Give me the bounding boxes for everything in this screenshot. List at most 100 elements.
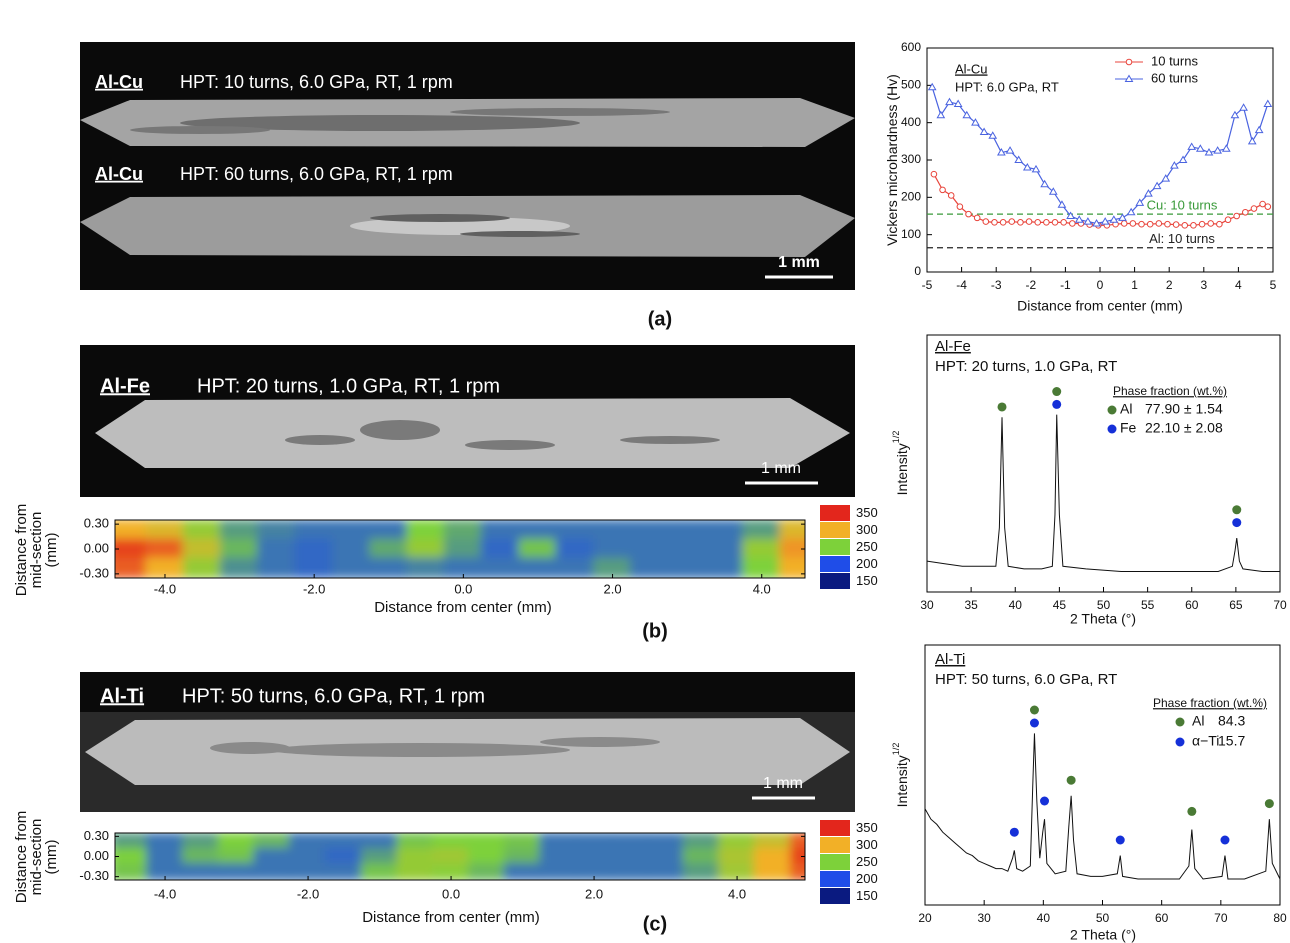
data-point — [1147, 221, 1153, 227]
heatmap-cell — [754, 863, 792, 880]
heatmap-cell — [325, 863, 363, 880]
heatmap-cell — [718, 832, 756, 849]
legend-marker — [1108, 425, 1117, 434]
heatmap-cell — [289, 848, 327, 865]
heatmap-cell — [504, 863, 542, 880]
x-tick-label: 50 — [1096, 911, 1110, 925]
heatmap-cell — [705, 538, 744, 559]
chart-title: Al-Cu — [955, 61, 988, 76]
data-point — [1208, 221, 1214, 227]
x-axis-label: Distance from center (mm) — [362, 909, 540, 926]
x-tick-label: 45 — [1053, 598, 1067, 612]
heatmap-cell — [667, 538, 706, 559]
chart-subtitle: HPT: 20 turns, 1.0 GPa, RT — [935, 358, 1117, 375]
heatmap-cell — [332, 558, 371, 579]
heatmap-cell — [754, 848, 792, 865]
heatmap-cell — [468, 863, 506, 880]
heatmap-cell — [396, 863, 434, 880]
phase-band — [360, 420, 440, 440]
heatmap-cell — [183, 558, 222, 579]
colorbar-label: 250 — [856, 539, 878, 554]
data-point — [1044, 220, 1050, 226]
heatmap-cell — [432, 832, 470, 849]
x-tick-label: -3 — [991, 278, 1002, 292]
x-tick-label: -4 — [956, 278, 967, 292]
x-tick-label: 70 — [1273, 598, 1287, 612]
heatmap-cell — [539, 832, 577, 849]
micrograph-caption: HPT: 50 turns, 6.0 GPa, RT, 1 rpm — [182, 685, 485, 707]
heatmap-cell — [556, 558, 595, 579]
heatmap-cell — [593, 519, 632, 540]
data-point — [1165, 221, 1171, 227]
legend-marker — [1108, 406, 1117, 415]
heatmap-cell — [325, 848, 363, 865]
heatmap-cell — [218, 848, 256, 865]
x-tick-label: 60 — [1185, 598, 1199, 612]
legend-marker — [1176, 738, 1185, 747]
x-tick-label: -2 — [1025, 278, 1036, 292]
phase-marker — [1116, 836, 1125, 845]
data-point — [983, 219, 989, 225]
colorbar-block — [820, 854, 850, 870]
micrograph-label: Al-Ti — [100, 685, 144, 707]
x-tick-label: 2.0 — [585, 886, 603, 901]
data-point — [1182, 223, 1188, 229]
heatmap-cell — [253, 848, 291, 865]
y-tick-label: 0.30 — [84, 516, 109, 531]
heatmap-cell — [754, 832, 792, 849]
heatmap-cell — [539, 863, 577, 880]
colorbar-label: 200 — [856, 556, 878, 571]
y-tick-label: 0.00 — [84, 540, 109, 555]
heatmap-cell — [504, 832, 542, 849]
data-point — [1052, 220, 1058, 226]
y-axis-label-superscript: 1/2 — [891, 743, 901, 756]
heatmap-cell — [682, 863, 720, 880]
data-point — [1139, 221, 1145, 227]
legend-label: Al — [1192, 713, 1204, 729]
x-tick-label: 2 — [1166, 278, 1173, 292]
heatmap-cell — [611, 848, 649, 865]
heatmap-cell — [145, 519, 184, 540]
y-tick-label: 0.00 — [84, 848, 109, 863]
heatmap-cell — [332, 519, 371, 540]
x-tick-label: 2.0 — [604, 581, 622, 596]
x-tick-label: 70 — [1214, 911, 1228, 925]
data-point — [966, 211, 972, 217]
colorbar-block — [820, 888, 850, 904]
phase-band — [465, 440, 555, 450]
x-tick-label: 80 — [1273, 911, 1287, 925]
heatmap-cell — [332, 538, 371, 559]
heatmap-cell — [647, 863, 685, 880]
y-axis-label: (mm) — [43, 533, 60, 568]
data-point — [940, 187, 946, 193]
x-tick-label: 60 — [1155, 911, 1169, 925]
colorbar-block — [820, 556, 850, 572]
y-tick-label: 0.30 — [84, 828, 109, 843]
reference-label: Cu: 10 turns — [1147, 198, 1218, 213]
phase-fraction: 77.90 ± 1.54 — [1145, 401, 1223, 417]
colorbar-block — [820, 539, 850, 555]
data-point — [1156, 221, 1162, 227]
data-point — [1251, 206, 1257, 212]
x-tick-label: 0 — [1097, 278, 1104, 292]
data-point — [974, 215, 980, 221]
heatmap-cell — [742, 519, 781, 540]
x-tick-label: 55 — [1141, 598, 1155, 612]
micrograph-label: Al-Cu — [95, 72, 143, 92]
data-point — [948, 193, 954, 199]
heatmap-cell — [406, 519, 445, 540]
data-point — [1009, 219, 1015, 225]
colorbar-block — [820, 573, 850, 589]
heatmap-cell — [518, 558, 557, 579]
colorbar-label: 300 — [856, 522, 878, 537]
data-point — [957, 204, 963, 210]
data-point — [1217, 221, 1223, 227]
y-tick-label: 500 — [901, 78, 921, 92]
phase-marker — [1030, 719, 1039, 728]
legend-label: 60 turns — [1151, 70, 1198, 85]
micrograph-label: Al-Cu — [95, 164, 143, 184]
heatmap-cell — [146, 848, 184, 865]
y-tick-label: -0.30 — [79, 868, 109, 883]
heatmap-cell — [575, 848, 613, 865]
x-axis-label: Distance from center (mm) — [374, 599, 552, 616]
